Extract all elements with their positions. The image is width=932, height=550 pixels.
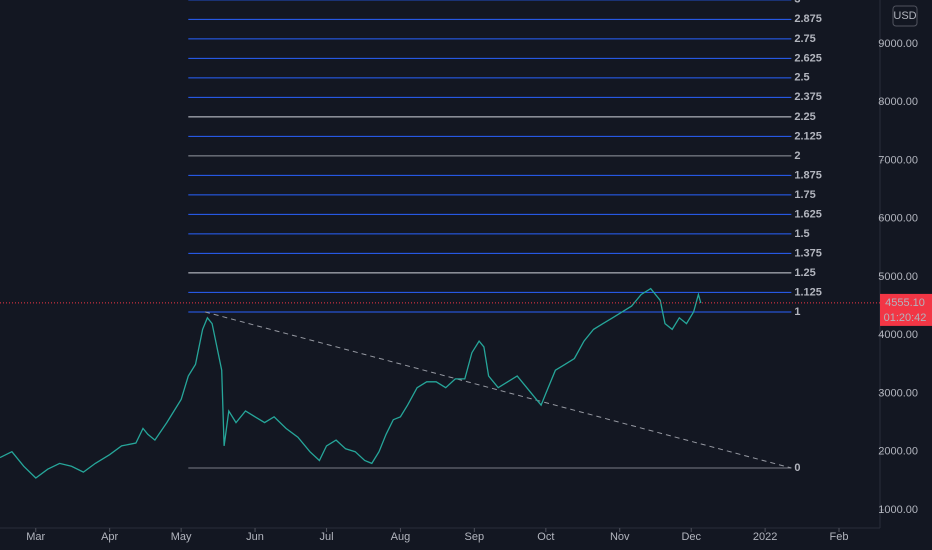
fib-label: 2.625 [794, 52, 822, 64]
countdown-label: 01:20:42 [884, 312, 927, 324]
currency-box[interactable] [892, 5, 918, 27]
x-tick-label: Dec [681, 531, 701, 543]
x-tick-label: Jun [246, 531, 264, 543]
x-tick-label: Aug [391, 531, 411, 543]
x-tick-label: Feb [830, 531, 849, 543]
x-tick-label: Sep [465, 531, 485, 543]
y-tick-label: 6000.00 [878, 213, 918, 225]
fib-label: 1.375 [794, 247, 822, 259]
x-tick-label: Nov [610, 531, 630, 543]
x-tick-label: Apr [101, 531, 118, 543]
fib-label: 1.25 [794, 267, 815, 279]
y-tick-label: 9000.00 [878, 38, 918, 50]
x-tick-label: Oct [537, 531, 554, 543]
x-tick-label: May [171, 531, 192, 543]
price-line [0, 287, 702, 479]
last-price-box [880, 293, 932, 326]
x-tick-label: Mar [26, 531, 45, 543]
fib-label: 1.75 [794, 189, 815, 201]
y-tick-label: 4000.00 [878, 329, 918, 341]
fib-label: 1.625 [794, 208, 822, 220]
y-tick-label: 8000.00 [878, 96, 918, 108]
x-tick-label: Jul [320, 531, 334, 543]
fib-label: 2.875 [794, 13, 822, 25]
fib-label: 2.75 [794, 33, 815, 45]
y-tick-label: 1000.00 [878, 504, 918, 516]
last-price-label: 4555.10 [885, 297, 925, 309]
fib-label: 1.875 [794, 169, 822, 181]
fib-label: 1.5 [794, 228, 809, 240]
trendline [204, 311, 792, 469]
fib-label: 2.5 [794, 72, 809, 84]
y-tick-label: 5000.00 [878, 271, 918, 283]
fib-label: 1 [794, 306, 800, 318]
fib-label: 1.125 [794, 286, 822, 298]
currency[interactable]: USD [893, 10, 916, 22]
y-tick-label: 3000.00 [878, 387, 918, 399]
fib-label: 0 [794, 462, 800, 474]
y-tick-label: 7000.00 [878, 154, 918, 166]
fib-label: 2.25 [794, 111, 815, 123]
fib-label: 2 [794, 150, 800, 162]
fib-label: 2.375 [794, 91, 822, 103]
x-tick-label: 2022 [753, 531, 777, 543]
fib-label: 3 [794, 0, 800, 6]
fib-label: 2.125 [794, 130, 822, 142]
y-tick-label: 2000.00 [878, 446, 918, 458]
